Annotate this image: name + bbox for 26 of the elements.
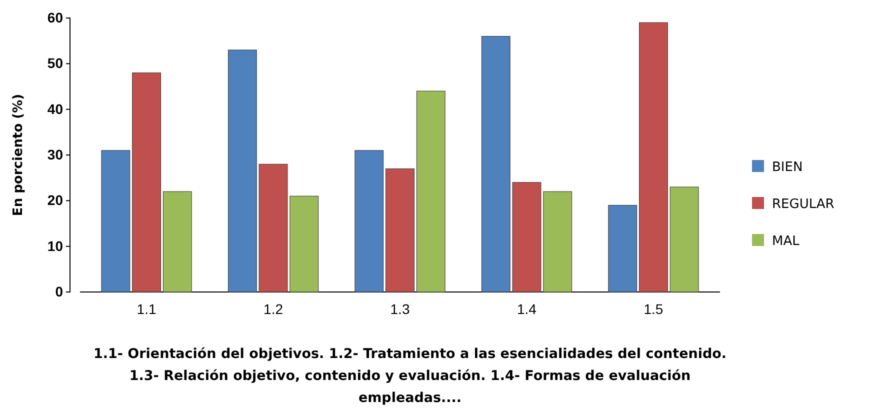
y-tick-label: 10 — [47, 238, 64, 254]
bar — [416, 90, 446, 292]
legend-label: REGULAR — [772, 197, 834, 212]
x-tick-label: 1.2 — [264, 300, 284, 317]
text: 1.1- Orientación del objetivos. 1.2- Tratamiento a las esencialidades del contenido. 1.3- Relación objetivo, contenido y evaluación. 1.4- Formas de evaluación empleadas.... — [92, 345, 728, 408]
x-tick-label: 1.4 — [517, 300, 537, 317]
x-tick-label: 1.3 — [390, 300, 410, 317]
bar — [101, 150, 130, 292]
bar — [162, 191, 192, 292]
bar — [608, 204, 638, 292]
legend-label: BIEN — [772, 160, 803, 175]
x-tick-label: 1.5 — [644, 300, 664, 317]
bar — [670, 186, 699, 292]
bar — [386, 168, 414, 292]
y-tick-label: 60 — [47, 9, 64, 26]
bar — [354, 150, 384, 292]
y-tick-label: 30 — [47, 146, 64, 162]
legend-label: MAL — [772, 234, 800, 249]
y-tick-label: 50 — [47, 55, 64, 72]
y-axis-title: En porciento (%) — [11, 94, 26, 216]
x-tick-label: 1.1 — [136, 300, 156, 317]
bar — [639, 22, 668, 292]
y-tick-label: 20 — [47, 192, 64, 208]
y-tick-label: 0 — [55, 283, 64, 300]
bar — [132, 72, 161, 292]
y-tick-label: 40 — [47, 100, 64, 117]
